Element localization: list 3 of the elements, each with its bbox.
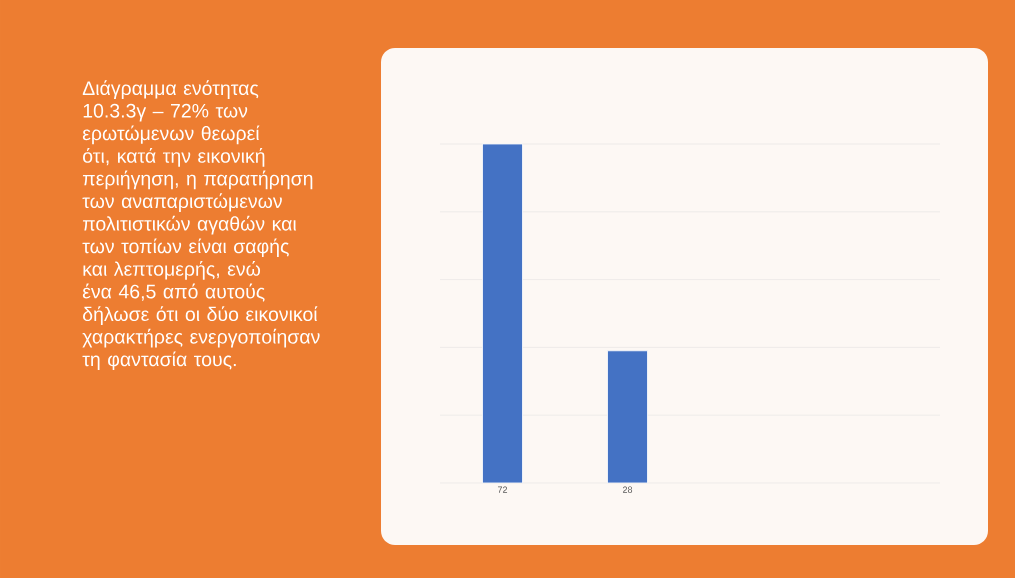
x-tick-label: 72: [497, 486, 508, 493]
x-tick-label: 28: [622, 486, 633, 493]
chart-title: Διάγραμμα ενότητας 10.3.3γ – 72% των ερωτώμενων θεωρεί ότι, κατά την εικονική περιήγηση, η παρατήρηση των αναπαριστώμενων πολιτιστικών αγαθών και των τοπίων είναι σαφής και λεπτομερής, ενώ ένα 46,5 από αυτούς δήλωσε ότι οι δύο εικονικοί χαρακτήρες ενεργοποίησαν τη φαντασία τους.: [82, 80, 320, 371]
